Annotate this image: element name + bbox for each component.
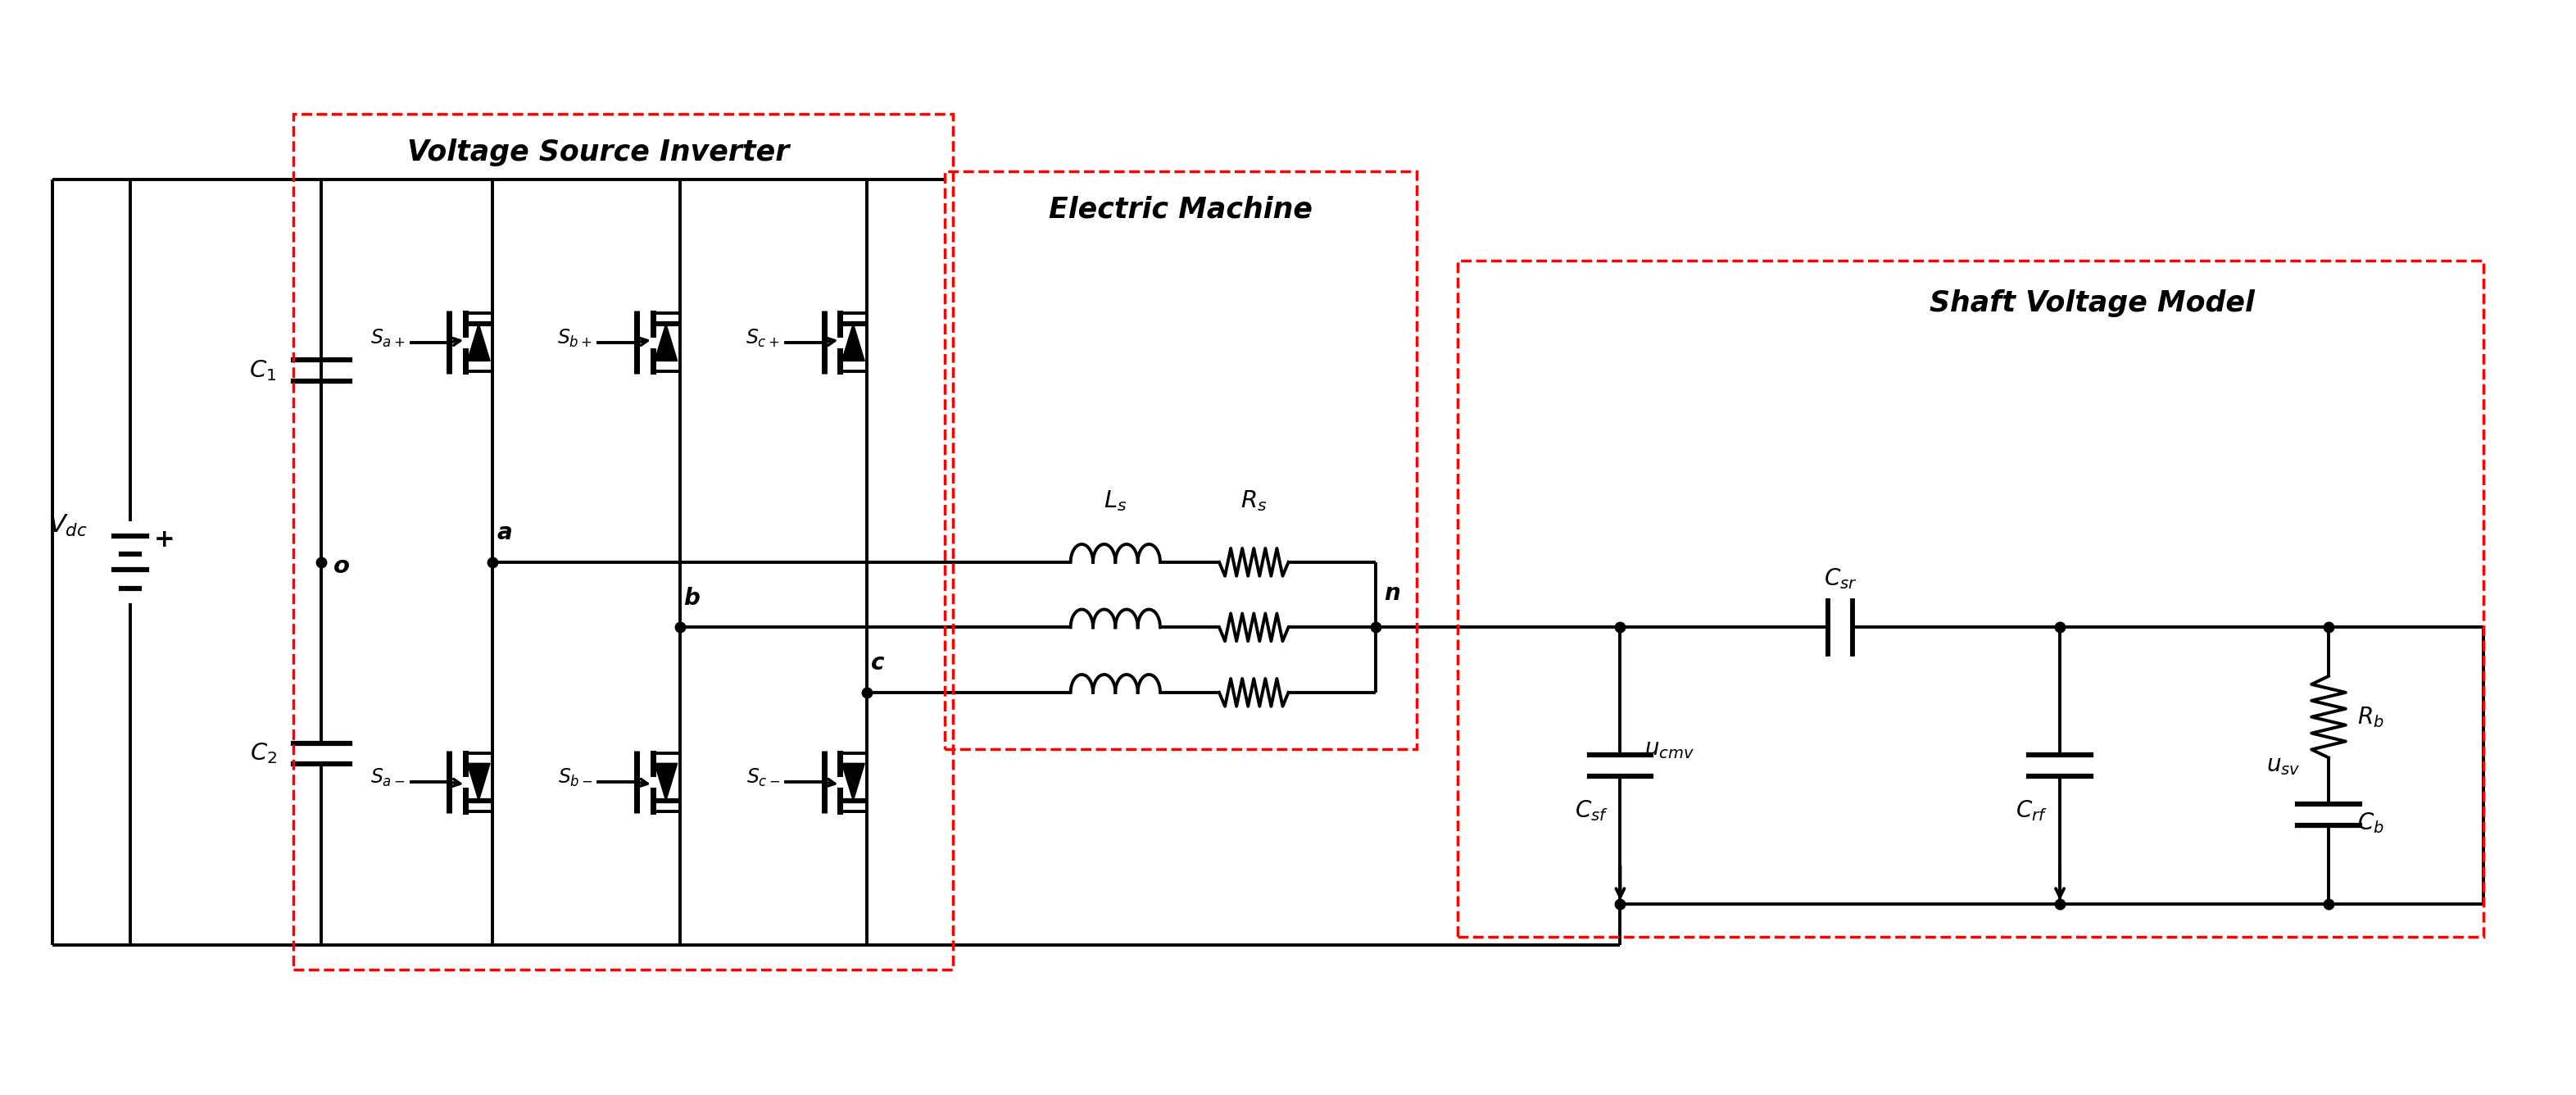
Polygon shape [842,763,866,800]
Text: $S_{a-}$: $S_{a-}$ [371,768,404,788]
Text: $S_{c+}$: $S_{c+}$ [747,327,781,349]
Text: Shaft Voltage Model: Shaft Voltage Model [1929,289,2254,318]
Text: $R_s$: $R_s$ [1242,488,1267,514]
Polygon shape [842,323,866,361]
Text: $C_{sr}$: $C_{sr}$ [1824,566,1857,590]
Text: o: o [335,555,350,578]
Text: $S_{b-}$: $S_{b-}$ [556,768,592,788]
Text: $S_{c-}$: $S_{c-}$ [747,768,781,788]
Text: $C_2$: $C_2$ [250,741,276,765]
Text: $C_{rf}$: $C_{rf}$ [2017,798,2048,822]
Text: b: b [683,587,701,610]
Text: $S_{a+}$: $S_{a+}$ [371,327,404,349]
Text: $u_{sv}$: $u_{sv}$ [2267,754,2300,777]
Text: $L_s$: $L_s$ [1103,488,1128,514]
Polygon shape [654,763,677,800]
Text: $C_b$: $C_b$ [2357,810,2383,835]
Text: $u_{cmv}$: $u_{cmv}$ [1643,738,1695,761]
Polygon shape [466,763,489,800]
Bar [945,171,1417,749]
Polygon shape [466,323,489,361]
Text: $C_1$: $C_1$ [250,358,276,383]
Bar [294,114,953,969]
Text: Electric Machine: Electric Machine [1048,196,1311,223]
Text: Voltage Source Inverter: Voltage Source Inverter [407,139,788,166]
Text: n: n [1383,581,1401,604]
Text: $C_{sf}$: $C_{sf}$ [1574,798,1607,822]
Text: $S_{b+}$: $S_{b+}$ [556,327,592,349]
Text: $V_{dc}$: $V_{dc}$ [49,512,88,539]
Text: $R_b$: $R_b$ [2357,705,2383,729]
Bar [1458,261,2483,937]
Text: +: + [155,528,175,551]
Text: c: c [871,652,884,675]
Polygon shape [654,323,677,361]
Text: a: a [497,521,513,544]
